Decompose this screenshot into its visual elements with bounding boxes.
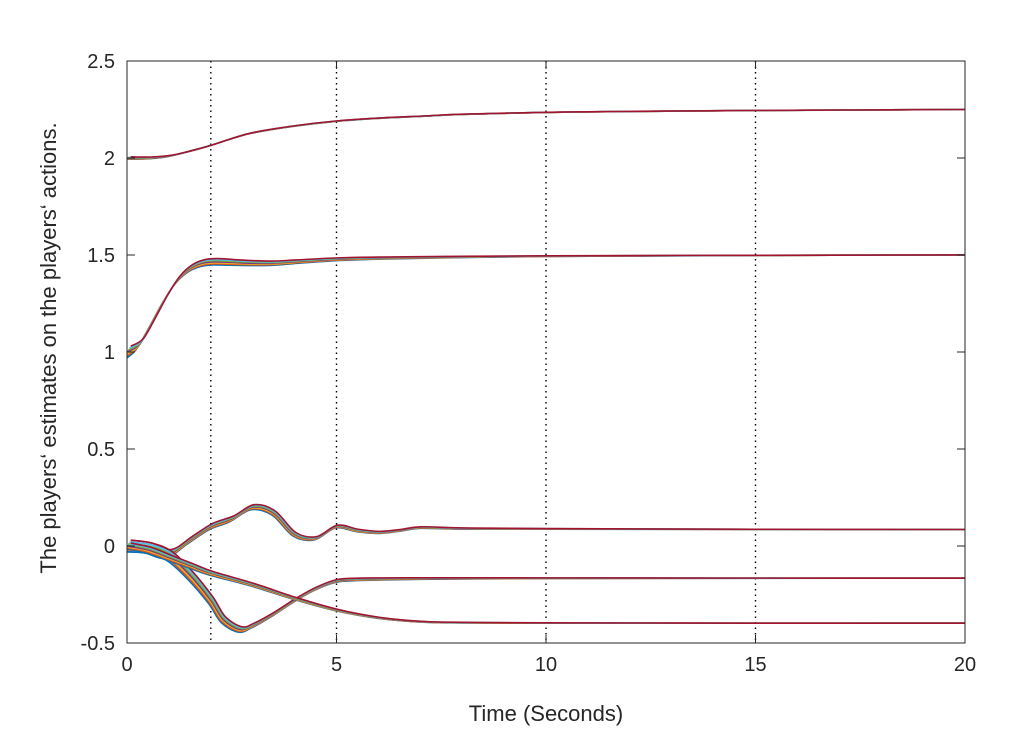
y-axis-label: The players‘ estimates on the players‘ a… — [36, 122, 61, 573]
reference-lines — [210, 61, 757, 643]
series-line — [130, 503, 966, 551]
x-tick-label: 10 — [535, 654, 557, 676]
y-tick-labels: -0.5 0 0.5 1 1.5 2 2.5 — [81, 51, 115, 655]
x-axis-label: Time (Seconds) — [469, 701, 623, 726]
y-tick-label: 2.5 — [87, 51, 115, 73]
tick-marks — [126, 60, 966, 644]
series-group — [126, 108, 966, 634]
x-tick-label: 5 — [331, 654, 342, 676]
x-tick-label: 0 — [121, 654, 132, 676]
y-tick-label: 1.5 — [87, 245, 115, 267]
y-tick-label: 0.5 — [87, 439, 115, 461]
series-line — [130, 539, 966, 628]
series-line — [130, 542, 966, 625]
series-line — [130, 108, 966, 158]
y-tick-label: 2 — [104, 148, 115, 170]
x-tick-label: 15 — [744, 654, 766, 676]
y-tick-label: 1 — [104, 342, 115, 364]
x-tick-labels: 0 5 10 15 20 — [121, 654, 976, 676]
y-tick-label: -0.5 — [81, 633, 115, 655]
series-line — [130, 254, 966, 347]
y-tick-label: 0 — [104, 536, 115, 558]
x-tick-label: 20 — [954, 654, 976, 676]
